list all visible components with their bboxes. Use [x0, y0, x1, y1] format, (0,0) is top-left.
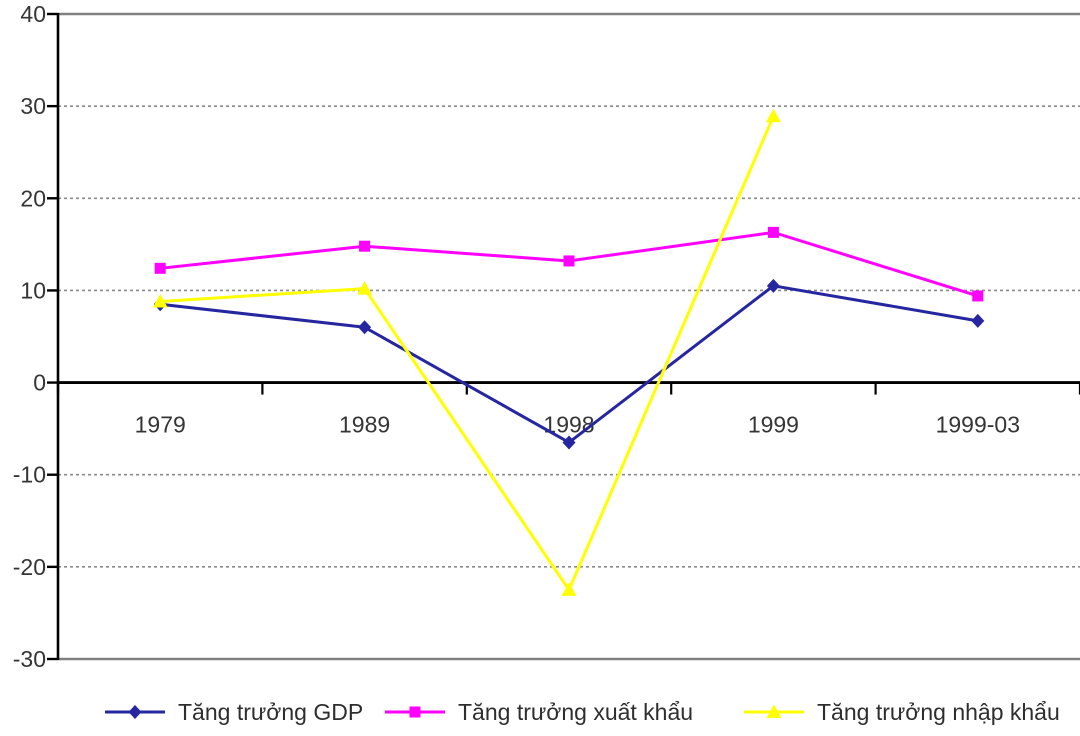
marker-triangle-icon: [765, 108, 781, 123]
legend-marker-shape-icon: [766, 704, 782, 718]
marker-square-icon: [359, 240, 371, 252]
legend-label-xuat-khau: Tăng trưởng xuất khẩu: [458, 698, 694, 725]
legend-marker-shape-icon: [128, 705, 142, 719]
y-tick-label: -30: [13, 646, 46, 672]
legend-swatch-nhap-khau: [744, 704, 804, 718]
marker-diamond-icon: [971, 313, 985, 328]
y-tick-label: 40: [20, 1, 46, 27]
marker-diamond-icon: [358, 320, 372, 335]
marker-diamond-icon: [766, 278, 780, 293]
marker-square-icon: [154, 262, 166, 274]
legend-swatch-xuat-khau: [385, 706, 445, 718]
legend-item-xuat-khau: Tăng trưởng xuất khẩu: [383, 691, 693, 733]
marker-triangle-icon: [357, 281, 373, 295]
x-tick-label: 1999: [748, 412, 799, 438]
x-tick-label: 1999-03: [936, 412, 1020, 438]
legend-marker-triangle-icon: [742, 702, 806, 722]
legend-marker-square-icon: [383, 702, 447, 722]
y-tick-label: 30: [20, 93, 46, 119]
legend-item-gdp: Tăng trưởng GDP: [103, 691, 363, 733]
x-tick-label: 1989: [339, 412, 390, 438]
legend-label-gdp: Tăng trưởng GDP: [178, 698, 364, 725]
marker-square-icon: [972, 290, 984, 302]
marker-square-icon: [563, 255, 575, 267]
legend-label-nhap-khau: Tăng trưởng nhập khẩu: [817, 698, 1060, 725]
y-tick-label: -10: [13, 462, 46, 488]
marker-triangle-icon: [152, 293, 168, 308]
chart-legend: Tăng trưởng GDP Tăng trưởng xuất khẩu Tă…: [0, 691, 1080, 733]
series-line-nhap-khau: [158, 114, 775, 592]
marker-diamond-icon: [562, 435, 576, 450]
y-tick-label: 0: [33, 370, 46, 396]
series-xuat-khau: [154, 226, 984, 302]
marker-square-icon: [767, 226, 779, 238]
y-tick-label: -20: [13, 554, 46, 580]
legend-swatch-gdp: [105, 705, 165, 719]
x-tick-label: 1979: [135, 412, 186, 438]
y-tick-label: 20: [20, 185, 46, 211]
marker-triangle-icon: [561, 582, 577, 596]
y-tick-label: 10: [20, 277, 46, 303]
legend-marker-shape-icon: [409, 706, 421, 718]
series-nhap-khau: [152, 108, 781, 596]
legend-marker-diamond-icon: [103, 702, 167, 722]
legend-item-nhap-khau: Tăng trưởng nhập khẩu: [742, 691, 1060, 733]
